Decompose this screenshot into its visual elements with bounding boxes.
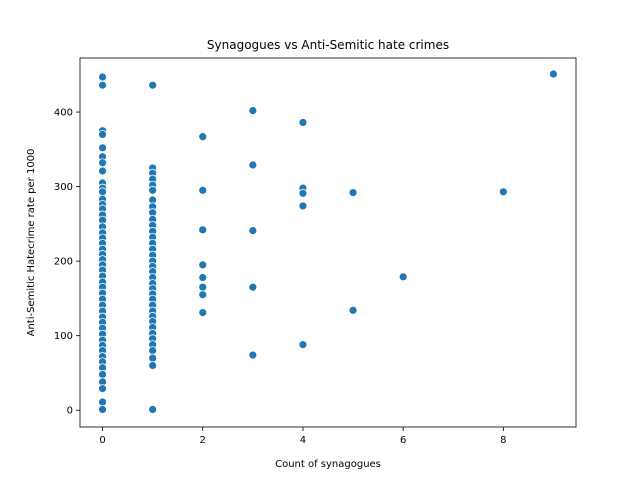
data-point-80 [148, 353, 158, 363]
chart-title: Synagogues vs Anti-Semitic hate crimes [207, 38, 449, 52]
data-point-79 [148, 346, 158, 355]
data-point-3 [98, 130, 107, 139]
data-point-6 [98, 158, 107, 168]
data-point-104 [498, 187, 508, 197]
data-point-86 [198, 260, 208, 270]
data-point-47 [148, 80, 158, 90]
data-point-10 [98, 187, 107, 197]
data-point-100 [298, 340, 308, 350]
x-tick-label-3: 6 [400, 435, 406, 446]
data-point-92 [248, 160, 258, 170]
data-point-94 [248, 282, 258, 292]
x-axis-label: Count of synagogues [275, 459, 381, 470]
data-point-90 [198, 308, 208, 317]
data-point-84 [198, 185, 208, 195]
data-point-102 [348, 305, 358, 315]
plot-frame [79, 57, 577, 428]
data-point-44 [98, 384, 107, 394]
x-tick-label-4: 8 [500, 435, 506, 446]
x-tick-label-1: 2 [200, 435, 206, 446]
data-point-52 [148, 185, 158, 195]
data-point-42 [98, 370, 107, 379]
data-point-82 [148, 405, 158, 414]
data-point-0 [98, 72, 107, 82]
plot-area [80, 58, 576, 427]
data-point-95 [248, 350, 258, 360]
data-point-83 [198, 132, 208, 142]
y-tick-label-1: 100 [54, 331, 73, 342]
y-tick-label-2: 200 [54, 257, 73, 268]
data-point-101 [348, 188, 358, 197]
data-point-93 [248, 226, 258, 235]
y-axis-label: Anti-Semitic Hatecrime rate per 1000 [26, 149, 37, 337]
y-tick-label-3: 300 [54, 182, 73, 193]
data-point-88 [198, 282, 208, 292]
data-point-46 [98, 405, 107, 414]
data-point-4 [98, 143, 107, 153]
points-layer [98, 69, 558, 414]
data-point-85 [198, 225, 208, 235]
data-point-87 [198, 273, 208, 282]
data-point-91 [248, 106, 258, 115]
y-tick-label-0: 0 [67, 406, 73, 417]
data-point-7 [98, 166, 107, 176]
y-tick-label-4: 400 [54, 108, 73, 119]
x-tick-label-2: 4 [300, 435, 306, 446]
data-point-98 [298, 188, 308, 198]
data-point-1 [98, 80, 107, 90]
x-tick-label-0: 0 [99, 435, 105, 446]
data-point-96 [298, 118, 308, 127]
data-point-81 [148, 361, 158, 370]
data-point-45 [98, 397, 107, 407]
data-point-103 [398, 272, 408, 282]
data-point-89 [198, 290, 208, 300]
data-point-99 [298, 201, 308, 211]
data-point-105 [549, 69, 558, 79]
ticks-layer: 0 2 4 6 8 0 100 200 300 400 [54, 108, 507, 446]
